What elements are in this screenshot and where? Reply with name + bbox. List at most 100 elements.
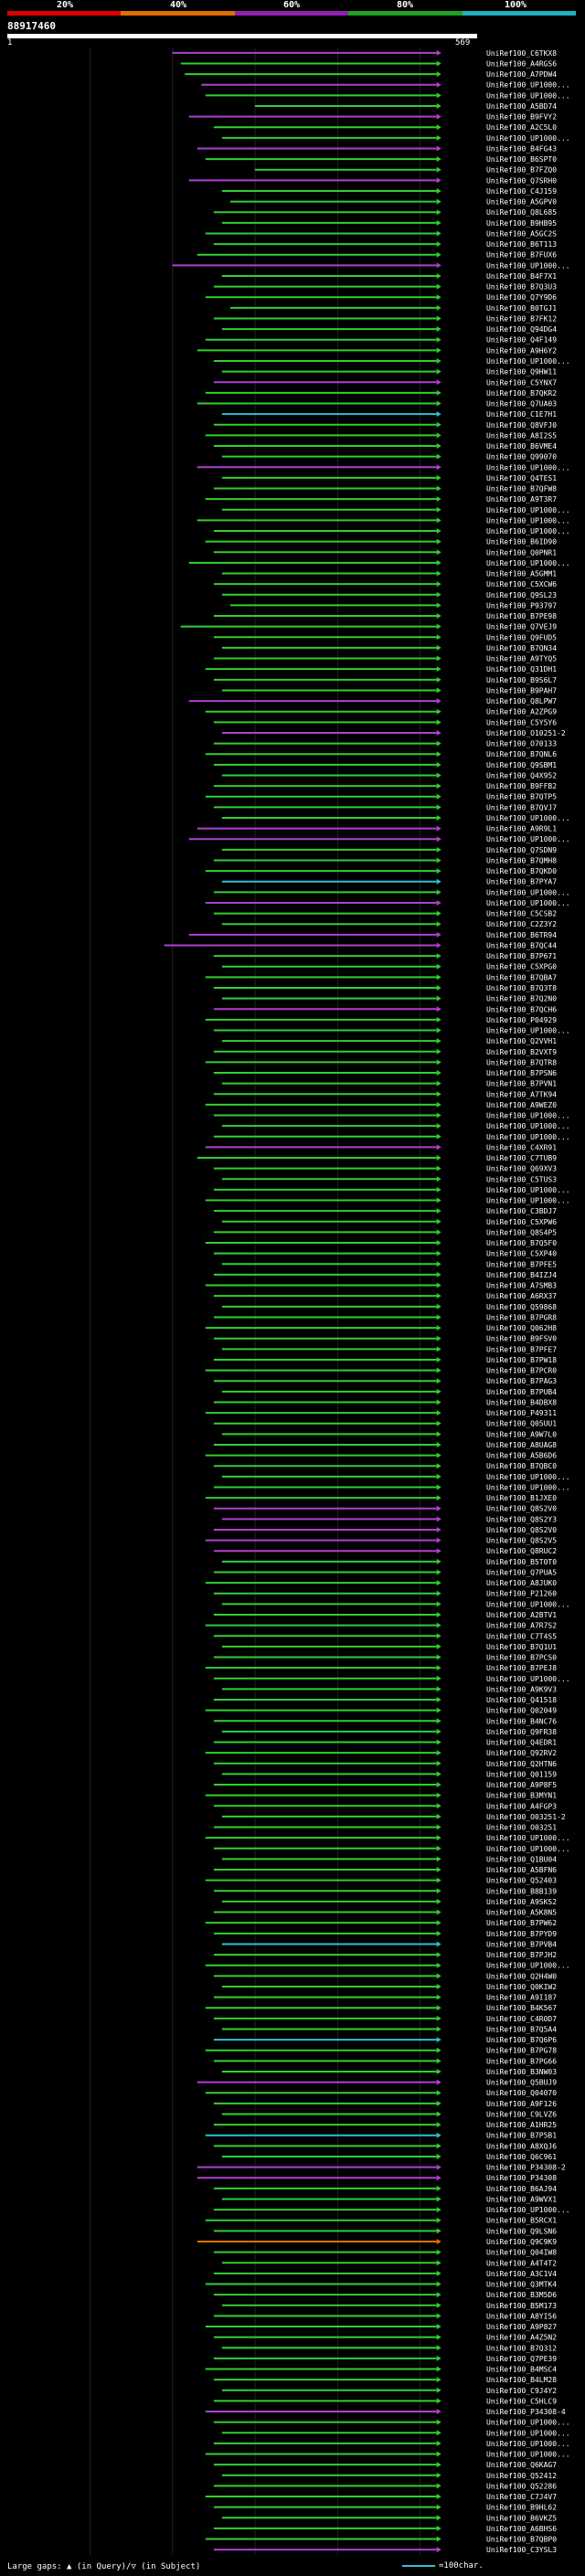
hit-row[interactable]: UniRef100_Q52403 <box>205 1877 557 1885</box>
hit-label[interactable]: UniRef100_Q3MTK4 <box>486 2281 557 2289</box>
hit-row[interactable]: UniRef100_Q8S2V0 <box>213 1526 557 1534</box>
hit-row[interactable]: UniRef100_Q4EDR1 <box>213 1739 557 1747</box>
hit-label[interactable]: UniRef100_B3M5D6 <box>486 2291 557 2299</box>
hit-label[interactable]: UniRef100_UP1000... <box>486 1962 570 1970</box>
hit-row[interactable]: UniRef100_A9P8F5 <box>213 1781 557 1789</box>
hit-row[interactable]: UniRef100_Q5BUJ9 <box>197 2079 557 2087</box>
hit-row[interactable]: UniRef100_B9FFB2 <box>213 782 557 790</box>
hit-row[interactable]: UniRef100_A4T4T2 <box>221 2259 557 2267</box>
hit-label[interactable]: UniRef100_B7P671 <box>486 952 557 960</box>
hit-row[interactable]: UniRef100_C5XPG0 <box>221 963 557 971</box>
hit-label[interactable]: UniRef100_B9FFB2 <box>486 782 557 790</box>
hit-label[interactable]: UniRef100_Q7Y9D6 <box>486 293 557 302</box>
hit-row[interactable]: UniRef100_A8I2S5 <box>205 431 557 440</box>
hit-row[interactable]: UniRef100_UP1000... <box>213 527 570 535</box>
hit-label[interactable]: UniRef100_UP1000... <box>486 261 570 270</box>
hit-label[interactable]: UniRef100_B2VXT9 <box>486 1048 557 1056</box>
hit-row[interactable]: UniRef100_Q8S4P5 <box>213 1228 557 1236</box>
hit-label[interactable]: UniRef100_B7PE98 <box>486 612 557 620</box>
hit-label[interactable]: UniRef100_Q4EDR1 <box>486 1739 557 1747</box>
hit-label[interactable]: UniRef100_B6SPT0 <box>486 155 557 164</box>
hit-row[interactable]: UniRef100_Q9LSN6 <box>213 2227 557 2235</box>
hit-label[interactable]: UniRef100_Q9LSN6 <box>486 2227 557 2235</box>
hit-row[interactable]: UniRef100_UP1000... <box>213 2206 570 2214</box>
hit-label[interactable]: UniRef100_B5RCX1 <box>486 2217 557 2225</box>
hit-label[interactable]: UniRef100_B7QKR2 <box>486 389 557 398</box>
hit-row[interactable]: UniRef100_B7Q5F0 <box>205 1239 557 1247</box>
hit-label[interactable]: UniRef100_B7Q5F0 <box>486 1239 557 1247</box>
hit-label[interactable]: UniRef100_B0TGJ1 <box>486 304 557 313</box>
hit-row[interactable]: UniRef100_B7QBC0 <box>213 1462 557 1470</box>
hit-row[interactable]: UniRef100_Q9FUD5 <box>213 633 557 641</box>
hit-row[interactable]: UniRef100_Q7SDN9 <box>221 846 557 854</box>
hit-label[interactable]: UniRef100_UP1000... <box>486 1197 570 1205</box>
hit-label[interactable]: UniRef100_UP1000... <box>486 1483 570 1491</box>
hit-row[interactable]: UniRef100_A9SKS2 <box>221 1898 557 1906</box>
hit-row[interactable]: UniRef100_UP1000... <box>213 1483 570 1491</box>
hit-label[interactable]: UniRef100_P04929 <box>486 1016 557 1024</box>
hit-row[interactable]: UniRef100_B6VME4 <box>213 442 557 451</box>
hit-row[interactable]: UniRef100_C4R0D7 <box>213 2015 557 2023</box>
hit-row[interactable]: UniRef100_Q94DG4 <box>221 325 557 334</box>
hit-row[interactable]: UniRef100_UP1000... <box>221 1122 570 1130</box>
hit-row[interactable]: UniRef100_B6VKZ5 <box>221 2514 557 2522</box>
hit-label[interactable]: UniRef100_B4F7X1 <box>486 272 557 281</box>
hit-label[interactable]: UniRef100_Q8S2V0 <box>486 1505 557 1513</box>
hit-label[interactable]: UniRef100_A2BTV1 <box>486 1611 557 1619</box>
hit-row[interactable]: UniRef100_B9FVY2 <box>188 113 558 122</box>
hit-row[interactable]: UniRef100_B1JXE0 <box>205 1494 557 1502</box>
hit-label[interactable]: UniRef100_Q2H4W0 <box>486 1972 557 1980</box>
hit-label[interactable]: UniRef100_C7J4V7 <box>486 2493 557 2501</box>
hit-label[interactable]: UniRef100_B7Q3U3 <box>486 283 557 292</box>
hit-label[interactable]: UniRef100_P34308-2 <box>486 2164 566 2172</box>
hit-label[interactable]: UniRef100_B7QVJ7 <box>486 803 557 811</box>
hit-label[interactable]: UniRef100_P34308-4 <box>486 2408 566 2416</box>
hit-row[interactable]: UniRef100_Q8S2Y3 <box>221 1515 557 1523</box>
hit-row[interactable]: UniRef100_O03251-2 <box>221 1813 566 1821</box>
hit-row[interactable]: UniRef100_A5BD74 <box>255 102 557 111</box>
hit-label[interactable]: UniRef100_A5BD74 <box>486 102 557 111</box>
hit-row[interactable]: UniRef100_B4K567 <box>205 2004 557 2012</box>
hit-row[interactable]: UniRef100_C5Y5Y6 <box>213 718 557 726</box>
hit-label[interactable]: UniRef100_B7PW18 <box>486 1356 557 1364</box>
hit-row[interactable]: UniRef100_B6ID90 <box>205 538 557 546</box>
hit-label[interactable]: UniRef100_B4K567 <box>486 2004 557 2012</box>
hit-row[interactable]: UniRef100_A4RGS6 <box>180 59 558 68</box>
hit-label[interactable]: UniRef100_UP1000... <box>486 516 570 525</box>
hit-row[interactable]: UniRef100_UP1000... <box>213 2440 570 2448</box>
hit-label[interactable]: UniRef100_UP1000... <box>486 888 570 896</box>
hit-label[interactable]: UniRef100_B7PVN1 <box>486 1080 557 1088</box>
hit-row[interactable]: UniRef100_C2Z3Y2 <box>221 920 557 928</box>
hit-row[interactable]: UniRef100_B7QTP5 <box>205 793 557 801</box>
hit-row[interactable]: UniRef100_UP1000... <box>213 2419 570 2427</box>
hit-label[interactable]: UniRef100_B7QTR8 <box>486 1058 557 1066</box>
hit-row[interactable]: UniRef100_B7Q1U1 <box>221 1643 557 1651</box>
hit-label[interactable]: UniRef100_B9S6L7 <box>486 676 557 684</box>
hit-label[interactable]: UniRef100_Q2VVH1 <box>486 1037 557 1045</box>
hit-row[interactable]: UniRef100_C5CSB2 <box>213 910 557 918</box>
hit-label[interactable]: UniRef100_B4FG43 <box>486 144 557 153</box>
hit-label[interactable]: UniRef100_UP1000... <box>486 1600 570 1608</box>
hit-label[interactable]: UniRef100_A6BHS6 <box>486 2525 557 2533</box>
hit-row[interactable]: UniRef100_A9F126 <box>213 2100 557 2108</box>
hit-label[interactable]: UniRef100_B4NC76 <box>486 1717 557 1725</box>
hit-label[interactable]: UniRef100_Q41518 <box>486 1696 557 1704</box>
hit-label[interactable]: UniRef100_Q7SRH0 <box>486 176 557 185</box>
hit-row[interactable]: UniRef100_Q8S2V5 <box>205 1537 557 1545</box>
hit-row[interactable]: UniRef100_B6T113 <box>213 240 557 249</box>
hit-row[interactable]: UniRef100_A9T3R7 <box>205 495 557 504</box>
hit-row[interactable]: UniRef100_B4MSC4 <box>205 2366 557 2374</box>
hit-row[interactable]: UniRef100_UP1000... <box>213 1675 570 1683</box>
hit-row[interactable]: UniRef100_B7QBP0 <box>205 2536 557 2544</box>
hit-label[interactable]: UniRef100_B3NW03 <box>486 2068 557 2076</box>
hit-label[interactable]: UniRef100_B6VKZ5 <box>486 2514 557 2522</box>
hit-label[interactable]: UniRef100_UP1000... <box>486 91 570 100</box>
hit-row[interactable]: UniRef100_C4J159 <box>221 187 557 196</box>
hit-row[interactable]: UniRef100_Q062H8 <box>205 1324 557 1332</box>
hit-label[interactable]: UniRef100_UP1000... <box>486 835 570 843</box>
hit-label[interactable]: UniRef100_A9P827 <box>486 2323 557 2331</box>
hit-label[interactable]: UniRef100_P34308 <box>486 2174 557 2182</box>
hit-label[interactable]: UniRef100_B7PYD9 <box>486 1930 557 1938</box>
hit-row[interactable]: UniRef100_B9PAH7 <box>221 686 557 694</box>
hit-label[interactable]: UniRef100_B7QBC0 <box>486 1462 557 1470</box>
